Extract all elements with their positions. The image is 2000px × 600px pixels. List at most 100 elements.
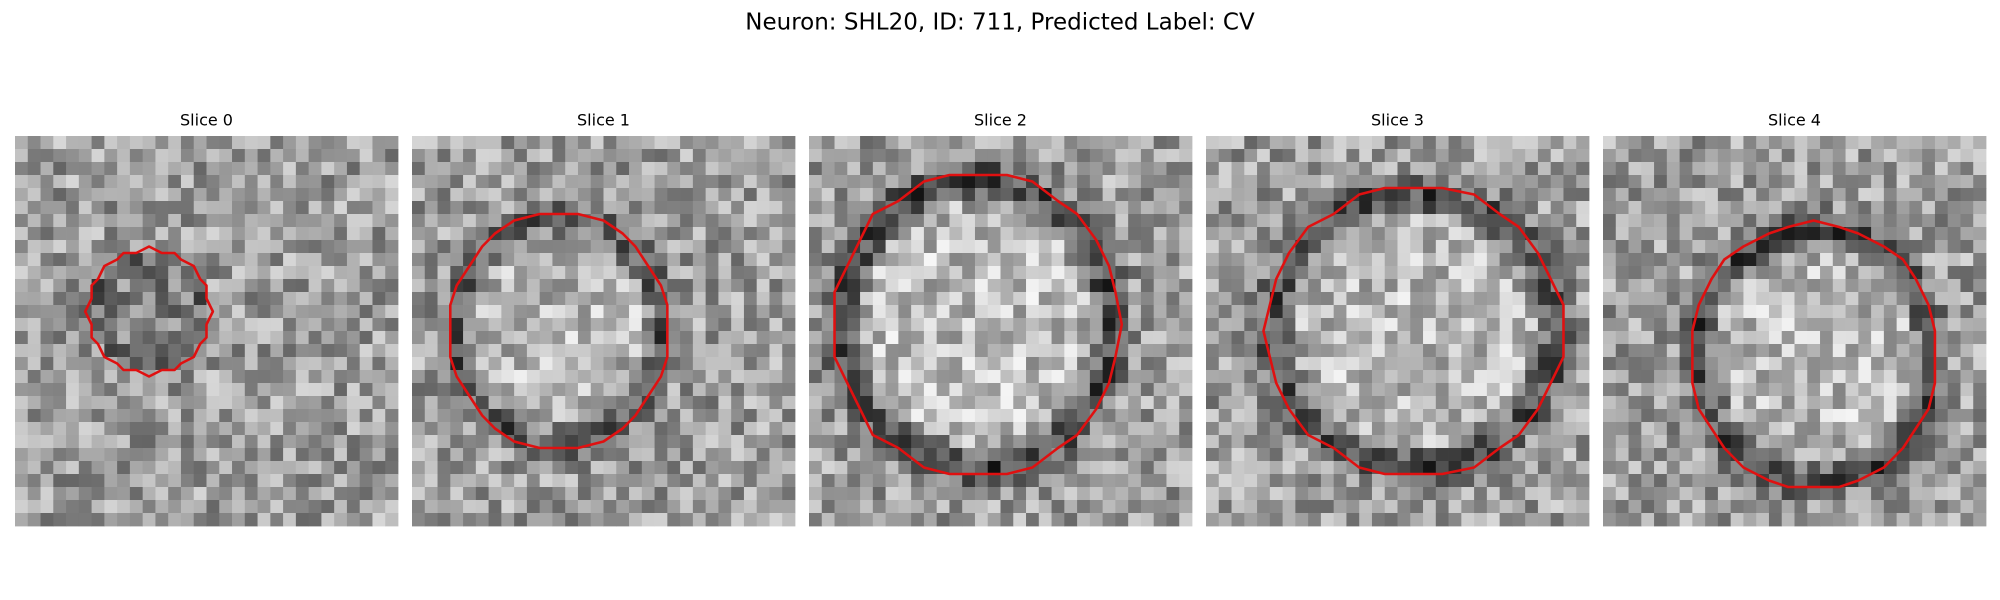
pixel (385, 409, 399, 423)
pixel (244, 318, 258, 332)
pixel (334, 253, 348, 267)
pixel (78, 136, 92, 150)
pixel (590, 292, 604, 306)
pixel (1064, 175, 1078, 189)
pixel (219, 201, 233, 215)
pixel (1973, 435, 1987, 449)
pixel (1051, 500, 1065, 514)
pixel (526, 396, 541, 410)
pixel (1410, 461, 1424, 475)
pixel (692, 292, 707, 306)
pixel (1603, 266, 1617, 280)
pixel (1871, 149, 1885, 163)
pixel (1166, 136, 1180, 150)
pixel (1244, 487, 1258, 501)
pixel (1794, 188, 1808, 202)
pixel (257, 331, 271, 345)
pixel (756, 162, 770, 176)
pixel (168, 370, 182, 384)
pixel (66, 422, 80, 436)
pixel (1000, 175, 1014, 189)
pixel (731, 305, 745, 319)
pixel (1603, 435, 1617, 449)
pixel (412, 279, 426, 293)
pixel (743, 487, 758, 501)
pixel (1384, 513, 1398, 527)
pixel (923, 136, 938, 150)
pixel (437, 331, 451, 345)
pixel (1960, 318, 1974, 332)
pixel (936, 344, 950, 358)
pixel (1179, 357, 1193, 371)
pixel (308, 500, 322, 514)
pixel (219, 487, 233, 501)
pixel (756, 149, 770, 163)
pixel (705, 357, 719, 371)
pixel (987, 240, 1001, 254)
pixel (1525, 279, 1539, 293)
pixel (1615, 513, 1629, 527)
pixel (321, 513, 335, 527)
pixel (1781, 344, 1795, 358)
pixel (1550, 331, 1564, 345)
pixel (53, 396, 67, 410)
pixel (1384, 500, 1398, 514)
pixel (756, 513, 770, 527)
pixel (680, 461, 694, 475)
pixel (667, 500, 681, 514)
pixel (1089, 448, 1104, 462)
pixel (718, 370, 732, 384)
pixel (1807, 370, 1821, 384)
pixel (1077, 292, 1091, 306)
pixel (270, 162, 284, 176)
pixel (463, 318, 477, 332)
pixel (756, 344, 770, 358)
pixel (1794, 448, 1808, 462)
pixel (1654, 383, 1668, 397)
pixel (923, 448, 938, 462)
pixel (1166, 240, 1180, 254)
pixel (949, 370, 963, 384)
pixel (1615, 461, 1629, 475)
pixel (705, 513, 719, 527)
pixel (1550, 344, 1564, 358)
pixel (1064, 227, 1078, 241)
pixel (1858, 240, 1872, 254)
pixel (463, 253, 477, 267)
pixel (295, 240, 310, 254)
pixel (885, 474, 899, 488)
pixel (1845, 383, 1859, 397)
pixel (705, 435, 719, 449)
pixel (424, 240, 438, 254)
pixel (78, 383, 92, 397)
pixel (308, 136, 322, 150)
pixel (283, 357, 297, 371)
pixel (629, 162, 643, 176)
pixel (1359, 253, 1373, 267)
pixel (155, 409, 169, 423)
pixel (769, 149, 783, 163)
pixel (1282, 136, 1296, 150)
pixel (1038, 201, 1052, 215)
pixel (129, 292, 144, 306)
pixel (809, 474, 823, 488)
pixel (1102, 422, 1116, 436)
pixel (1666, 357, 1680, 371)
pixel (526, 461, 541, 475)
pixel (295, 422, 310, 436)
pixel (629, 461, 643, 475)
pixel (603, 292, 617, 306)
pixel (769, 474, 783, 488)
pixel (743, 279, 758, 293)
pixel (809, 175, 823, 189)
pixel (1064, 448, 1078, 462)
pixel (1692, 214, 1706, 228)
pixel (1308, 370, 1322, 384)
pixel (1013, 344, 1027, 358)
pixel (847, 435, 861, 449)
pixel (1371, 422, 1386, 436)
pixel (731, 201, 745, 215)
pixel (437, 357, 451, 371)
pixel (308, 448, 322, 462)
pixel (1768, 266, 1783, 280)
